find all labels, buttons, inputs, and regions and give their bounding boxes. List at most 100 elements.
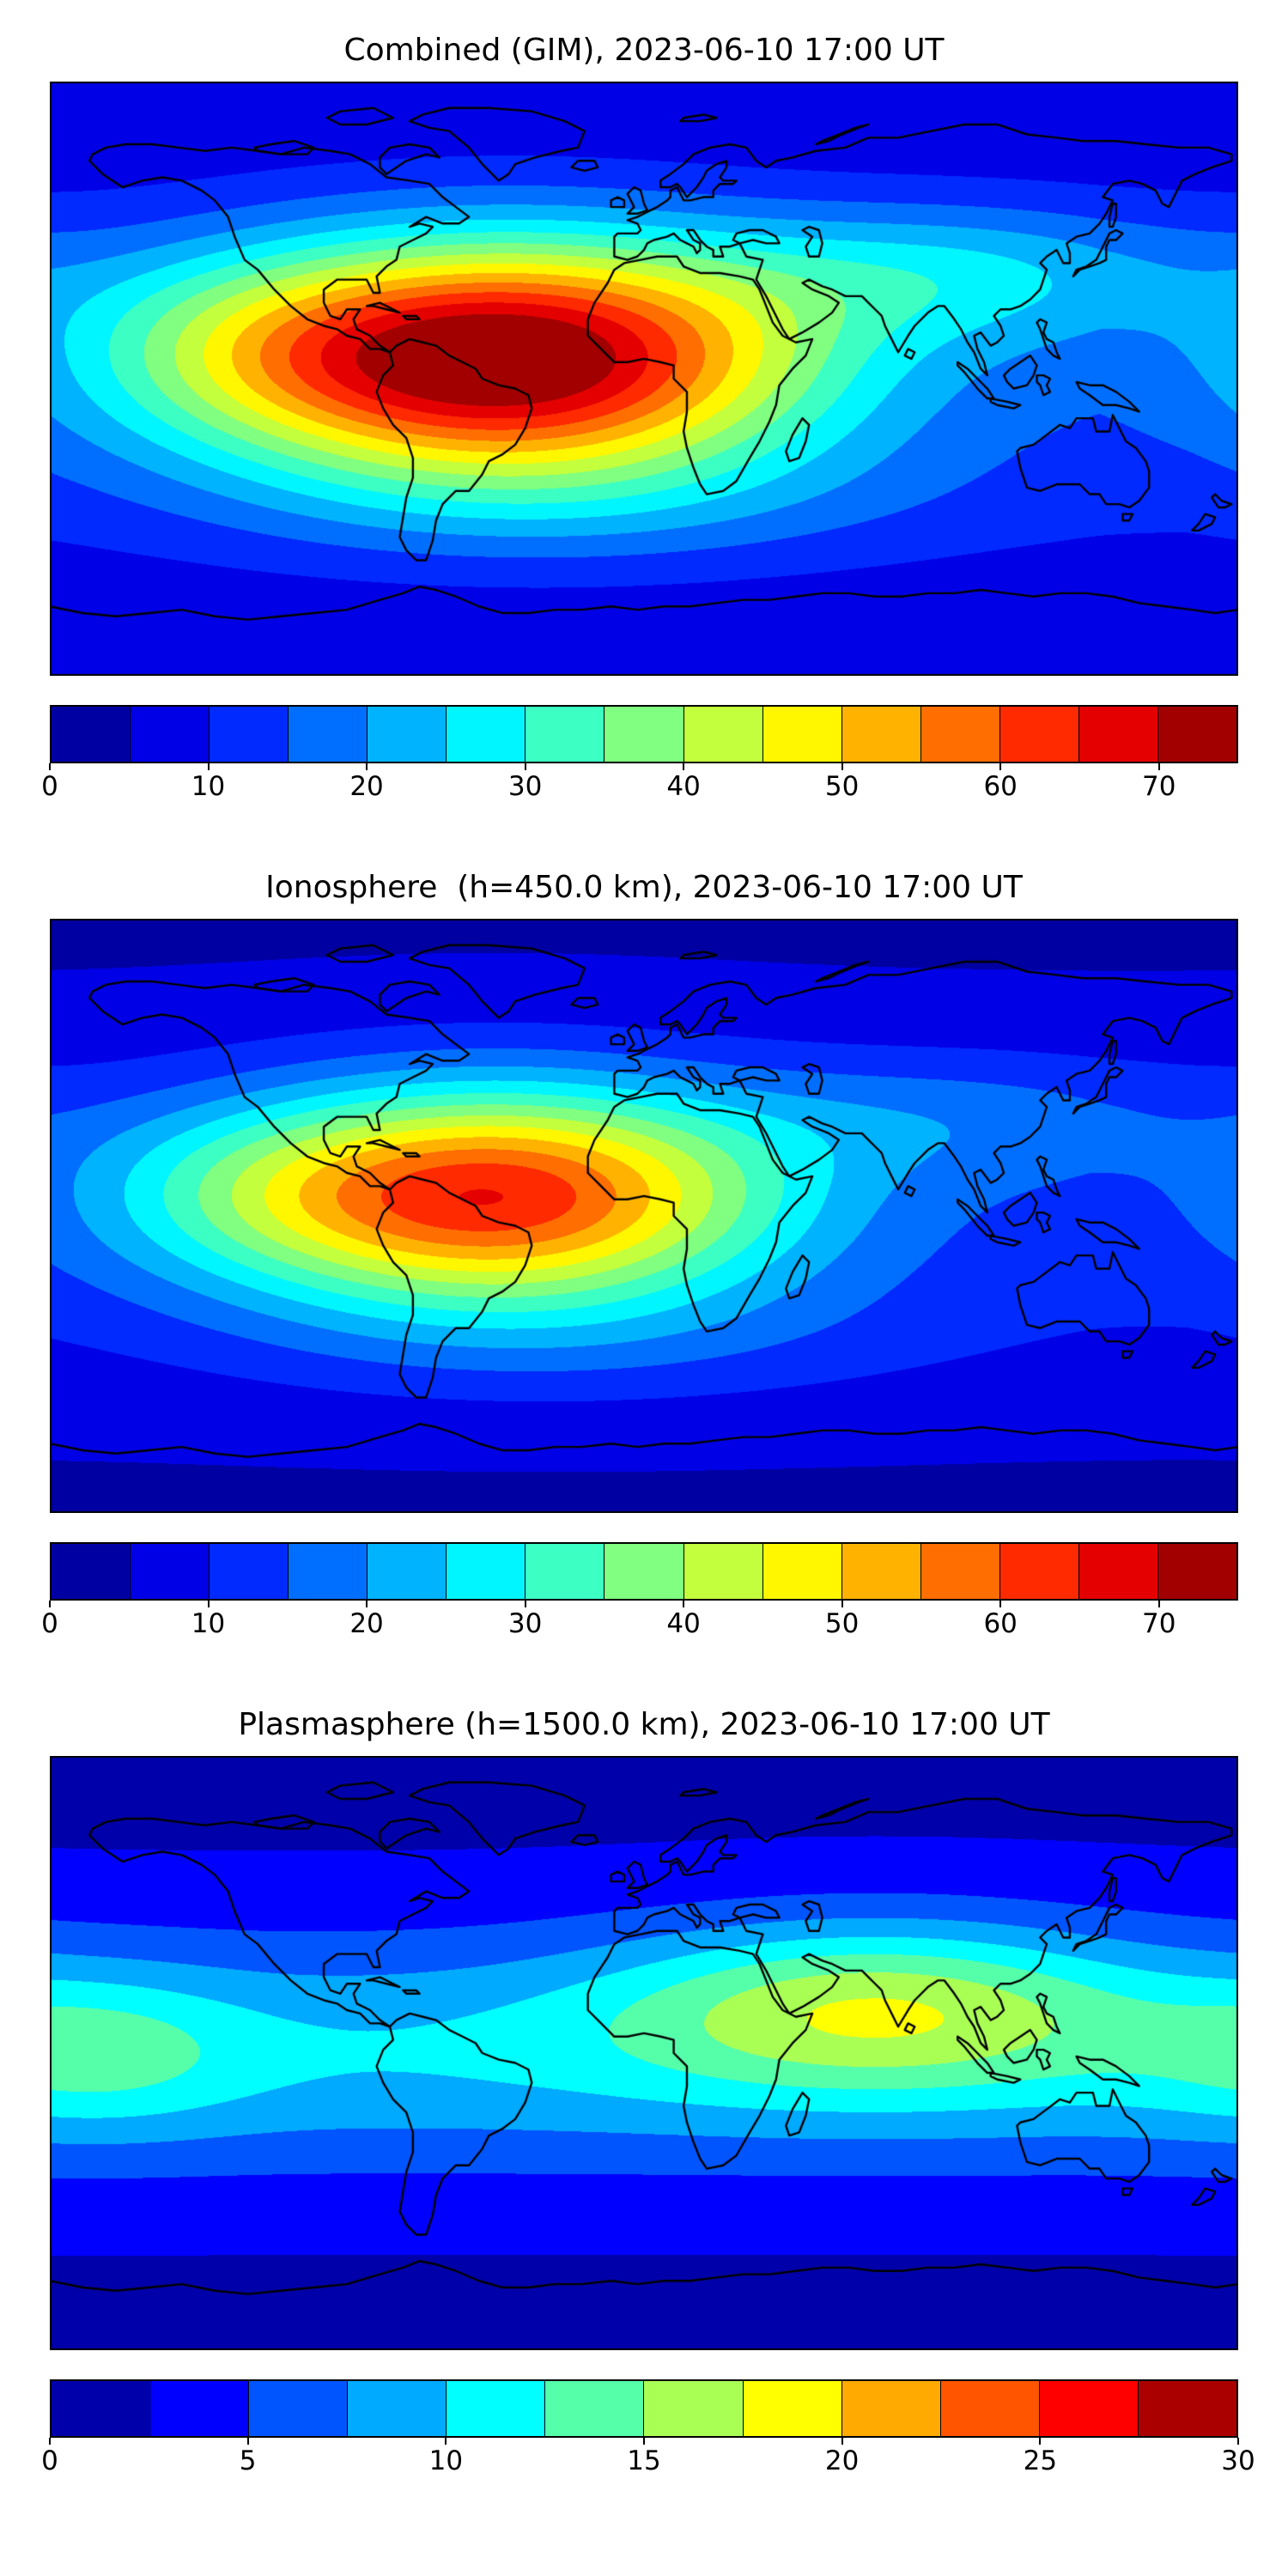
colorbar-tick-label: 10 [428, 2445, 464, 2476]
colorbar-ticks-plasmasphere: 0 5 10 15 20 25 30 [41, 2438, 1255, 2484]
panel-ionosphere: Ionosphere (h=450.0 km), 2023-06-10 17:0… [0, 870, 1288, 1647]
colorbar-segment [288, 1544, 368, 1599]
colorbar-tick-label: 10 [191, 771, 226, 802]
colorbar-tickmark [366, 763, 368, 770]
map-canvas-ionosphere [50, 919, 1238, 1513]
colorbar-segment [683, 1544, 762, 1599]
colorbar-segment [446, 707, 526, 762]
colorbar-tick-label: 50 [824, 771, 860, 802]
colorbar-tick-label: 60 [983, 771, 1018, 802]
colorbar-tickmark [683, 763, 685, 770]
colorbar-segment [347, 2381, 447, 2436]
map-plasmasphere [50, 1756, 1238, 2350]
colorbar-tick-label: 20 [349, 1608, 384, 1639]
colorbar-tick-label: 40 [666, 1608, 701, 1639]
colorbar-segment [999, 707, 1078, 762]
colorbar-segment [209, 1544, 289, 1599]
colorbar-tickmark [445, 2438, 447, 2445]
colorbar-segment [604, 707, 683, 762]
map-canvas-combined [50, 82, 1238, 676]
colorbar-tickmark [999, 1601, 1002, 1607]
colorbar-tick-label: 40 [666, 771, 701, 802]
colorbar-segment [525, 1544, 605, 1599]
colorbar-tickmark [1157, 763, 1160, 770]
colorbar-segment [999, 1544, 1078, 1599]
colorbar-segment [367, 1544, 447, 1599]
panel-combined: Combined (GIM), 2023-06-10 17:00 UT 0 10 2… [0, 33, 1288, 810]
colorbar-segment [446, 2381, 545, 2436]
colorbar-tick-label: 5 [239, 2445, 257, 2476]
colorbar-tickmark [49, 1601, 51, 1607]
colorbar-segment [149, 2381, 249, 2436]
colorbar-tickmark [207, 763, 210, 770]
colorbar-segment [525, 707, 605, 762]
colorbar-tickmark [643, 2438, 645, 2445]
colorbar-tickmark [207, 1601, 210, 1607]
colorbar-segment [939, 2381, 1039, 2436]
colorbar-tick-label: 20 [824, 2445, 860, 2476]
colorbar-tickmark [49, 2438, 51, 2445]
colorbar-tick-label: 50 [824, 1608, 860, 1639]
colorbar-tick-label: 60 [983, 1608, 1018, 1639]
colorbar-tick-label: 0 [41, 2445, 58, 2476]
colorbar-segment [742, 2381, 841, 2436]
colorbar-tick-label: 25 [1023, 2445, 1058, 2476]
colorbar-combined [50, 705, 1238, 763]
colorbar-segment [288, 707, 368, 762]
colorbar-tick-label: 70 [1141, 771, 1176, 802]
colorbar-tick-label: 70 [1141, 1608, 1176, 1639]
colorbar-segment [920, 1544, 999, 1599]
figure: Combined (GIM), 2023-06-10 17:00 UT 0 10 2… [0, 33, 1288, 2484]
colorbar-segment [841, 2381, 940, 2436]
colorbar-segment [52, 2381, 150, 2436]
colorbar-segment [1157, 1544, 1236, 1599]
colorbar-tick-label: 10 [191, 1608, 226, 1639]
colorbar-tickmark [1039, 2438, 1042, 2445]
colorbar-segment [52, 1544, 131, 1599]
colorbar-segment [1137, 2381, 1236, 2436]
colorbar-segment [130, 707, 210, 762]
colorbar-tickmark [524, 763, 526, 770]
colorbar-ionosphere [50, 1542, 1238, 1601]
colorbar-tick-label: 30 [507, 771, 543, 802]
colorbar-ticks-ionosphere: 0 10 20 30 40 50 60 70 [41, 1601, 1238, 1647]
colorbar-segment [209, 707, 289, 762]
colorbar-segment [762, 1544, 841, 1599]
colorbar-segment [841, 1544, 920, 1599]
colorbar-tick-label: 30 [1221, 2445, 1255, 2476]
colorbar-segment [1038, 2381, 1138, 2436]
colorbar-segment [604, 1544, 683, 1599]
colorbar-segment [130, 1544, 210, 1599]
panel-title-combined: Combined (GIM), 2023-06-10 17:00 UT [343, 33, 945, 68]
colorbar-tickmark [524, 1601, 526, 1607]
colorbar-tickmark [1157, 1601, 1160, 1607]
colorbar-ticks-combined: 0 10 20 30 40 50 60 70 [41, 763, 1238, 810]
colorbar-tickmark [366, 1601, 368, 1607]
colorbar-tickmark [683, 1601, 685, 1607]
colorbar-segment [762, 707, 841, 762]
colorbar-tickmark [841, 1601, 843, 1607]
colorbar-segment [1157, 707, 1236, 762]
colorbar-segment [683, 707, 762, 762]
colorbar-tickmark [841, 2438, 843, 2445]
colorbar-tickmark [999, 763, 1002, 770]
colorbar-segment [1078, 1544, 1157, 1599]
colorbar-segment [367, 707, 447, 762]
map-combined [50, 82, 1238, 676]
colorbar-segment [920, 707, 999, 762]
panel-title-ionosphere: Ionosphere (h=450.0 km), 2023-06-10 17:0… [265, 870, 1023, 905]
map-ionosphere [50, 919, 1238, 1513]
colorbar-tick-label: 30 [507, 1608, 543, 1639]
colorbar-tick-label: 15 [627, 2445, 661, 2476]
colorbar-tickmark [49, 763, 51, 770]
colorbar-segment [544, 2381, 644, 2436]
panel-plasmasphere: Plasmasphere (h=1500.0 km), 2023-06-10 1… [0, 1707, 1288, 2484]
colorbar-tickmark [841, 763, 843, 770]
colorbar-segment [643, 2381, 743, 2436]
colorbar-segment [52, 707, 131, 762]
colorbar-tickmark [1237, 2438, 1239, 2445]
colorbar-segment [248, 2381, 348, 2436]
colorbar-segment [841, 707, 920, 762]
map-canvas-plasmasphere [50, 1756, 1238, 2350]
colorbar-plasmasphere [50, 2379, 1238, 2438]
